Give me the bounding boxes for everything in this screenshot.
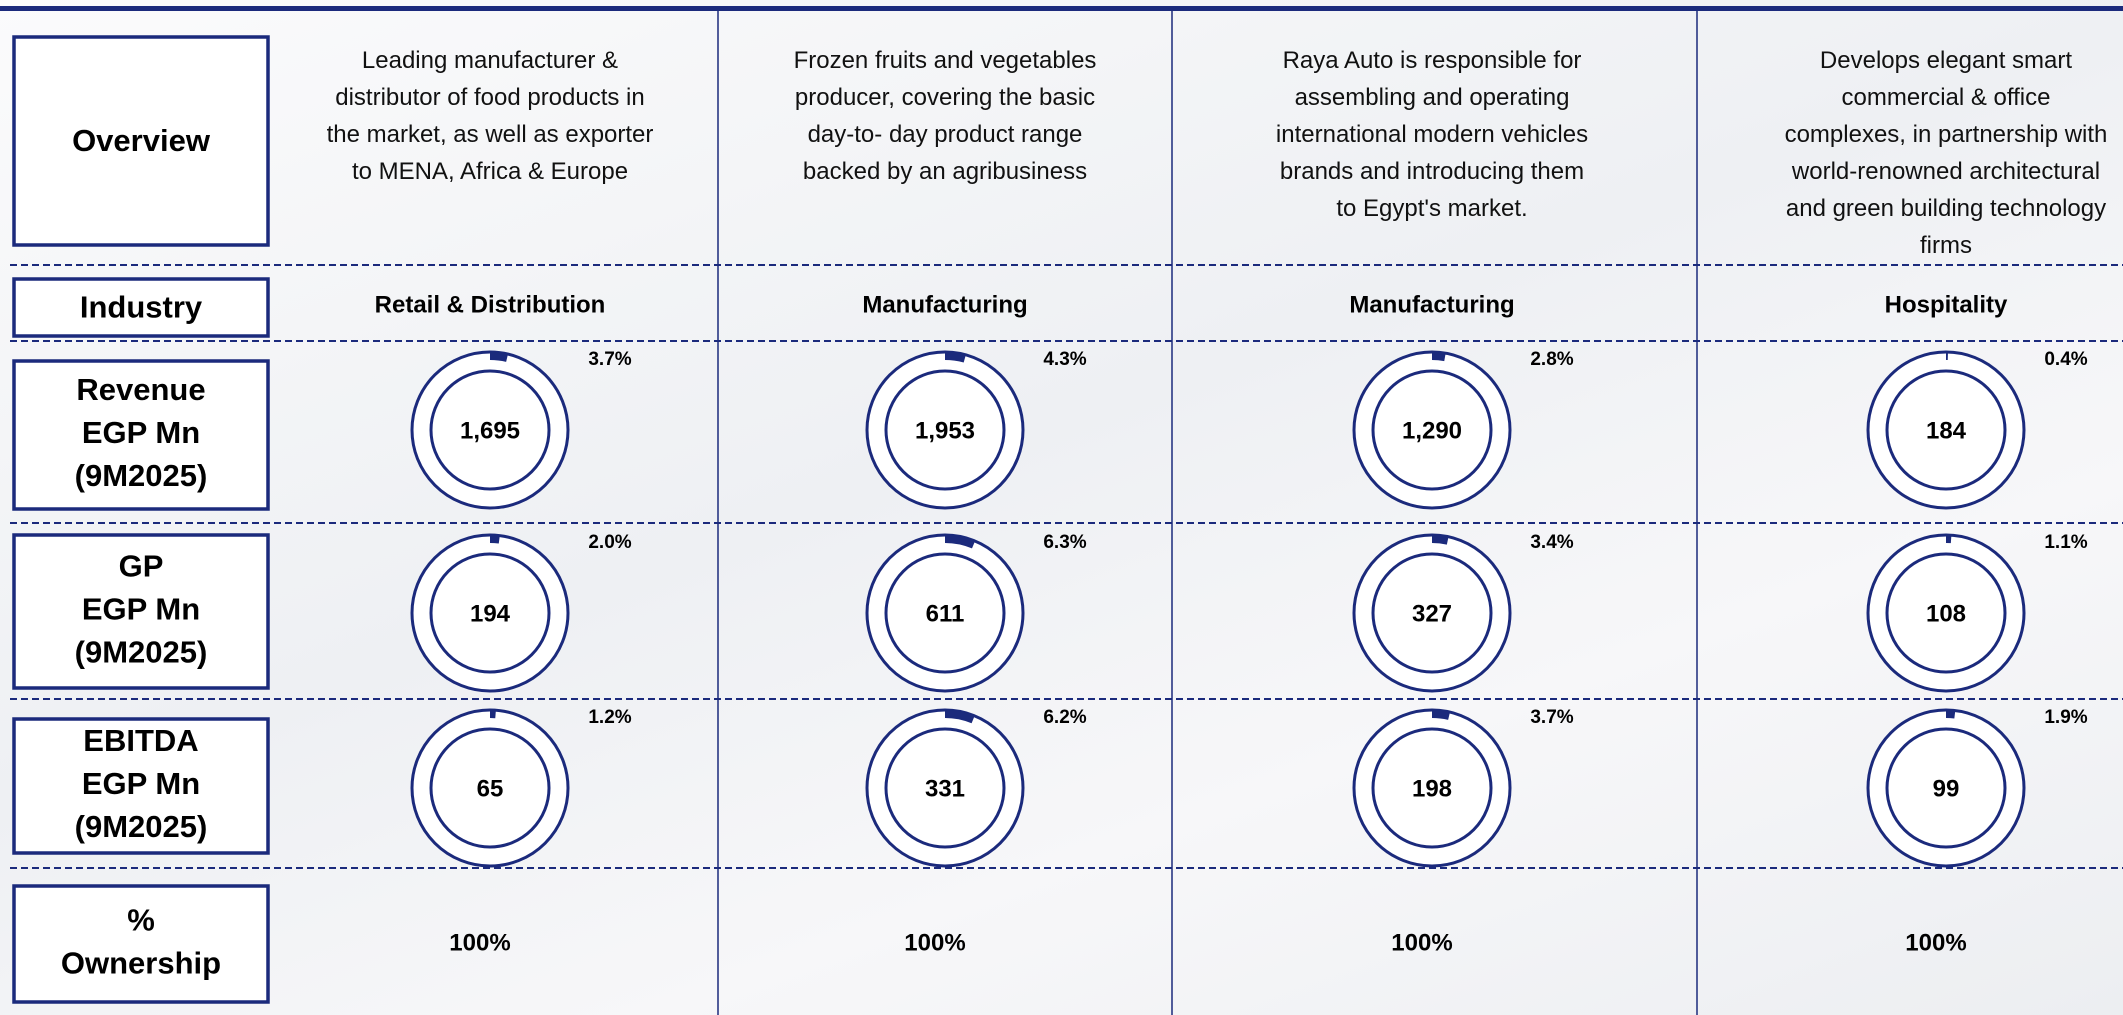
row-label: GP <box>119 549 164 584</box>
donut: 1,953 4.3% <box>865 349 1087 510</box>
share-label: 2.8% <box>1530 349 1573 370</box>
donut-inner <box>1371 369 1493 491</box>
donut-inner <box>1371 727 1493 849</box>
donut: 198 3.7% <box>1352 707 1574 868</box>
donut-segment <box>1432 710 1450 720</box>
share-label: 3.7% <box>588 349 631 370</box>
row-label-box <box>12 359 270 511</box>
row-label: (9M2025) <box>75 635 208 670</box>
donut-value: 99 <box>1933 775 1960 802</box>
donut-segment <box>1946 710 1956 719</box>
donut-inner <box>884 552 1006 674</box>
row-label: Revenue <box>76 372 205 407</box>
donut-value: 611 <box>926 600 965 627</box>
donut-segment <box>1432 352 1446 362</box>
overview-text: Develops elegant smart commercial & offi… <box>1784 47 2108 259</box>
row-label-box <box>12 884 270 1004</box>
donut-value: 1,290 <box>1402 417 1462 444</box>
donut-value: 327 <box>1412 600 1452 627</box>
ownership: 100% <box>449 929 510 956</box>
donut-segment <box>945 352 966 363</box>
donut-segment <box>490 535 500 544</box>
donut-segment <box>1946 535 1952 544</box>
donut-inner <box>884 727 1006 849</box>
share-label: 6.2% <box>1043 707 1086 728</box>
industry: Hospitality <box>1885 291 2008 318</box>
row-label: (9M2025) <box>75 809 208 844</box>
donut-value: 1,695 <box>460 417 520 444</box>
donut-inner <box>1885 552 2007 674</box>
industry: Manufacturing <box>1349 291 1514 318</box>
ownership: 100% <box>1391 929 1452 956</box>
row-label-box <box>12 35 270 247</box>
donut: 327 3.4% <box>1352 532 1574 693</box>
overview-text: Frozen fruits and vegetables producer, c… <box>793 47 1097 185</box>
ownership: 100% <box>1905 929 1966 956</box>
donut-value: 184 <box>1926 417 1967 444</box>
donut: 194 2.0% <box>410 532 632 693</box>
donut-segment <box>945 710 975 724</box>
share-label: 6.3% <box>1043 532 1086 553</box>
donut-value: 108 <box>1926 600 1966 627</box>
donut-inner <box>1371 552 1493 674</box>
donut-value: 331 <box>925 775 965 802</box>
donut-inner <box>429 552 551 674</box>
donut-segment <box>490 710 496 719</box>
row-label: EGP Mn <box>82 766 200 801</box>
ownership: 100% <box>904 929 965 956</box>
donut: 1,695 3.7% <box>410 349 632 510</box>
donut-segment <box>945 535 976 549</box>
row-label: Industry <box>80 290 203 325</box>
row-label: Ownership <box>61 946 221 981</box>
donut-inner <box>429 727 551 849</box>
row-label-box <box>12 533 270 690</box>
donut: 184 0.4% <box>1866 349 2088 510</box>
share-label: 0.4% <box>2044 349 2087 370</box>
donut-inner <box>429 369 551 491</box>
industry: Retail & Distribution <box>375 291 606 318</box>
donut-segment <box>1946 352 1948 361</box>
donut-inner <box>1885 369 2007 491</box>
top-rule <box>0 6 2123 11</box>
overview-text: Raya Auto is responsible for assembling … <box>1275 47 1589 222</box>
share-label: 3.7% <box>1530 707 1573 728</box>
row-label-box <box>12 717 270 855</box>
industry: Manufacturing <box>862 291 1027 318</box>
donut: 611 6.3% <box>865 532 1087 693</box>
row-label: EGP Mn <box>82 415 200 450</box>
row-label: % <box>127 903 155 938</box>
donut: 108 1.1% <box>1866 532 2088 693</box>
donut: 1,290 2.8% <box>1352 349 1574 510</box>
donut-value: 1,953 <box>915 417 975 444</box>
row-label: EBITDA <box>83 723 198 758</box>
donut: 331 6.2% <box>865 707 1087 868</box>
share-label: 1.1% <box>2044 532 2087 553</box>
donut-value: 65 <box>477 775 504 802</box>
donut-value: 198 <box>1412 775 1452 802</box>
overview-text: Leading manufacturer & distributor of fo… <box>326 47 654 185</box>
row-label: EGP Mn <box>82 592 200 627</box>
donut-segment <box>1432 535 1449 545</box>
donut-segment <box>490 352 508 362</box>
share-label: 1.2% <box>588 707 631 728</box>
donut: 99 1.9% <box>1866 707 2088 868</box>
donut-value: 194 <box>470 600 511 627</box>
donut-inner <box>884 369 1006 491</box>
share-label: 2.0% <box>588 532 631 553</box>
share-label: 4.3% <box>1043 349 1086 370</box>
row-label: Overview <box>72 123 211 158</box>
share-label: 3.4% <box>1530 532 1573 553</box>
row-label: (9M2025) <box>75 458 208 493</box>
share-label: 1.9% <box>2044 707 2087 728</box>
donut-inner <box>1885 727 2007 849</box>
donut: 65 1.2% <box>410 707 632 868</box>
row-label-box <box>12 277 270 338</box>
